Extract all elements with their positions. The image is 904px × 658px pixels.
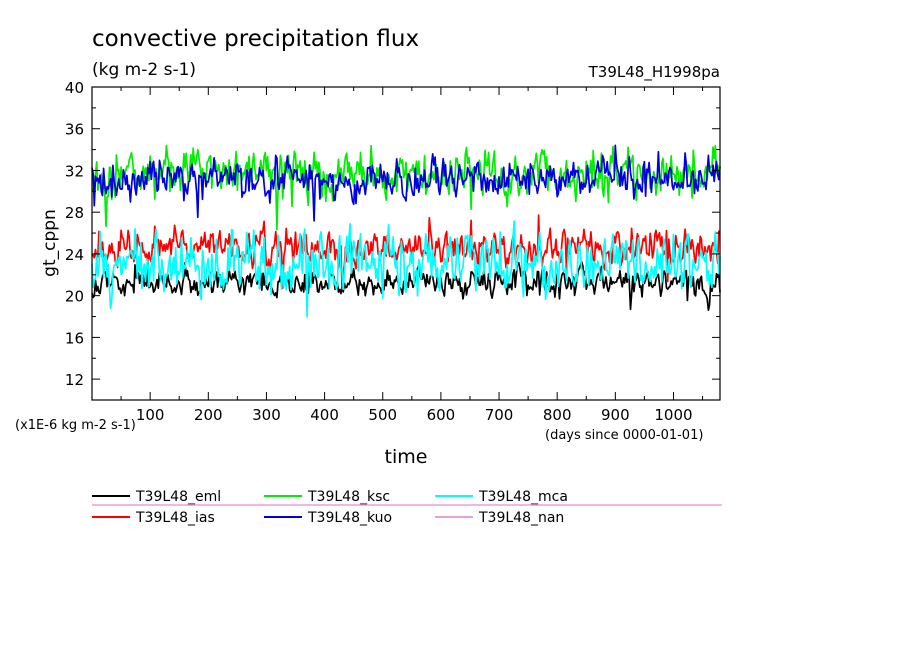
x-tick-label: 900 — [601, 406, 630, 424]
chart-subtitle: (kg m-2 s-1) — [92, 60, 196, 80]
legend-label: T39L48_kuo — [307, 510, 392, 526]
x-tick-label: 600 — [427, 406, 456, 424]
y-tick-label: 36 — [65, 121, 84, 139]
x-tick-label: 500 — [368, 406, 397, 424]
x-axis-label: time — [385, 446, 428, 468]
y-tick-label: 24 — [65, 246, 84, 264]
y-tick-label: 40 — [65, 79, 84, 97]
series-line-t39l48_ias — [91, 214, 721, 290]
chart-title: convective precipitation flux — [92, 26, 419, 52]
y-axis-label: gt_cppn — [40, 209, 60, 277]
legend-label: T39L48_mca — [478, 489, 568, 505]
tick-layer: 100 200 300 400 500 600 700 800 900 1000 12 16 20 24 2… — [65, 79, 720, 424]
x-tick-label: 100 — [136, 406, 165, 424]
x-tick-label: 300 — [252, 406, 281, 424]
legend-label: T39L48_eml — [135, 489, 221, 505]
series-line-t39l48_kuo — [91, 144, 721, 222]
legend: T39L48_eml T39L48_ksc T39L48_mca T39L48_ias… — [92, 489, 722, 526]
y-tick-label: 12 — [65, 371, 84, 389]
y-unit-note: (x1E-6 kg m-2 s-1) — [15, 418, 136, 433]
x-tick-label: 700 — [485, 406, 514, 424]
x-tick-label: 1000 — [654, 406, 692, 424]
series-layer — [91, 144, 721, 318]
y-tick-label: 20 — [65, 288, 84, 306]
run-label: T39L48_H1998pa — [588, 63, 720, 82]
y-tick-label: 32 — [65, 162, 84, 180]
y-tick-label: 16 — [65, 329, 84, 347]
x-unit-note: (days since 0000-01-01) — [545, 428, 703, 443]
legend-label: T39L48_ksc — [307, 489, 390, 505]
series-line-t39l48_mca — [91, 220, 721, 318]
plot-frame — [91, 86, 721, 401]
legend-label: T39L48_ias — [135, 510, 215, 526]
x-tick-label: 800 — [543, 406, 572, 424]
legend-label: T39L48_nan — [478, 510, 564, 526]
y-tick-label: 28 — [65, 204, 84, 222]
x-tick-label: 400 — [310, 406, 339, 424]
x-tick-label: 200 — [194, 406, 223, 424]
